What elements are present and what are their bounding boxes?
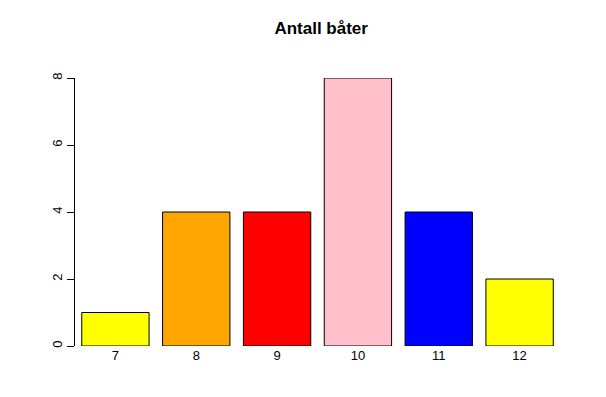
svg-text:0: 0: [50, 340, 65, 347]
svg-text:8: 8: [193, 348, 200, 363]
svg-text:12: 12: [512, 348, 526, 363]
svg-text:6: 6: [50, 139, 65, 146]
svg-text:7: 7: [112, 348, 119, 363]
svg-text:9: 9: [273, 348, 280, 363]
svg-text:2: 2: [50, 273, 65, 280]
svg-text:Antall båter: Antall båter: [274, 19, 368, 38]
svg-text:8: 8: [50, 72, 65, 79]
svg-text:11: 11: [432, 348, 446, 363]
svg-text:4: 4: [50, 206, 65, 213]
svg-text:10: 10: [351, 348, 365, 363]
